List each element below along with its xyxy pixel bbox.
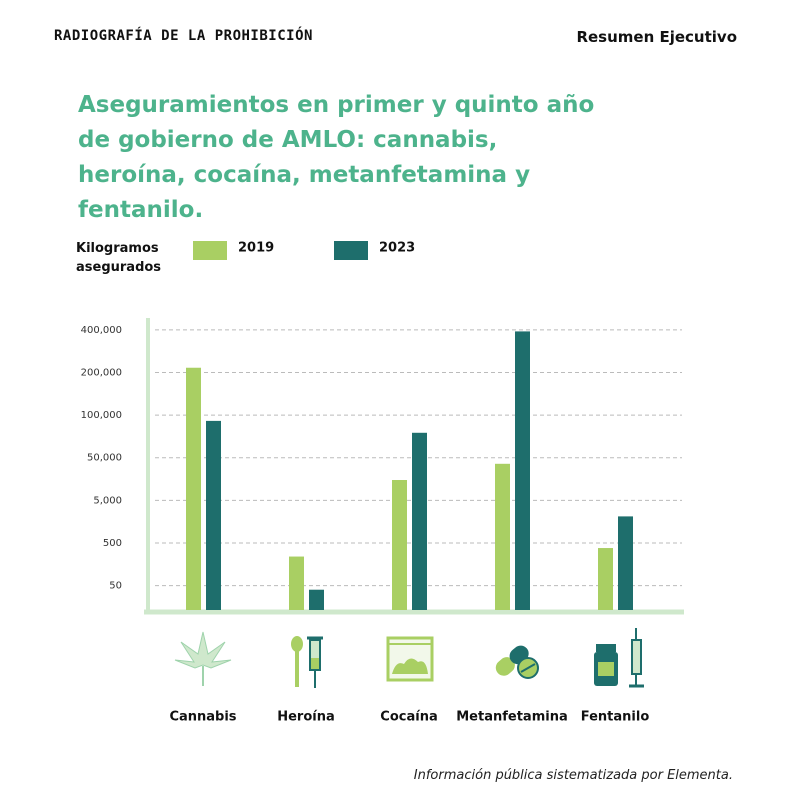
bar: [392, 480, 407, 610]
y-tick-label: 5,000: [93, 495, 122, 506]
legend-swatch: [193, 241, 227, 260]
legend-label: 2023: [379, 241, 415, 256]
bar: [309, 589, 324, 610]
bar: [206, 420, 221, 610]
y-axis-title: Kilogramos asegurados: [76, 241, 162, 275]
x-tick-label: Cannabis: [169, 710, 236, 725]
source-note: Información pública sistematizada por El…: [413, 768, 733, 783]
x-tick-label: Metanfetamina: [456, 710, 567, 725]
bar: [515, 331, 530, 610]
y-tick-label: 500: [103, 538, 122, 549]
chart-title: Aseguramientos en primer y quinto año de…: [78, 92, 595, 223]
x-tick-label: Heroína: [277, 710, 335, 725]
x-tick-label: Fentanilo: [581, 710, 650, 725]
legend-swatch: [334, 241, 368, 260]
icon-metanfetamina: [495, 645, 539, 679]
bar: [618, 516, 633, 610]
bar: [495, 463, 510, 610]
x-tick-label: Cocaína: [380, 710, 437, 725]
icon-cocaina: [386, 636, 434, 682]
y-tick-label: 200,000: [81, 367, 122, 378]
section-title: Resumen Ejecutivo: [576, 28, 737, 46]
bar: [289, 556, 304, 610]
bar: [598, 548, 613, 610]
icon-fentanilo: [594, 628, 644, 688]
bar: [186, 367, 201, 610]
y-tick-label: 400,000: [81, 325, 122, 336]
legend-label: 2019: [238, 241, 274, 256]
y-tick-label: 100,000: [81, 410, 122, 421]
y-tick-label: 50,000: [87, 453, 122, 464]
brand: RADIOGRAFÍA DE LA PROHIBICIÓN: [54, 28, 313, 44]
bar: [412, 432, 427, 610]
icon-cannabis: [174, 631, 232, 686]
y-tick-label: 50: [109, 581, 122, 592]
icon-heroina: [291, 636, 323, 688]
